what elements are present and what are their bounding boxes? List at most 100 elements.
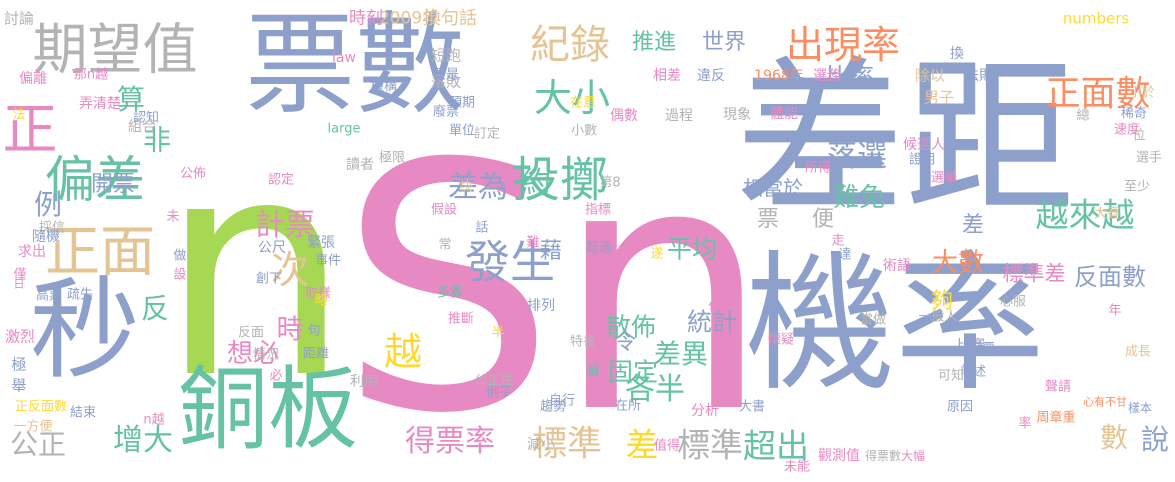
word: 各半 [625, 372, 685, 407]
word: 夠 [930, 289, 954, 314]
word: 落敗 [430, 72, 462, 91]
word: 認定 [267, 172, 295, 188]
word: 開票 [90, 172, 136, 197]
word: 1968年 [754, 68, 804, 84]
word: 隨機 [32, 229, 60, 245]
word: 成長 [1124, 344, 1152, 360]
word: 弄清楚 [79, 96, 121, 112]
word: 聲請 [1044, 379, 1072, 395]
word: 公佈 [179, 166, 207, 182]
word: 分析 [691, 403, 719, 419]
word: 發生 [464, 235, 556, 289]
word: 反面數 [1074, 263, 1146, 291]
word: 排列 [527, 298, 555, 314]
word: 換句話 [423, 8, 477, 29]
word: 違反 [697, 68, 725, 84]
word: 便 [811, 207, 835, 232]
word: 結束 [69, 405, 97, 421]
word: 話 [475, 220, 489, 236]
word: 取樣 [304, 286, 332, 302]
word: 差 [625, 425, 659, 465]
word: 證明 [908, 152, 936, 168]
word: 假設 [430, 202, 458, 218]
word: 差距 [734, 41, 1076, 239]
word: 標準 [677, 425, 743, 465]
word: 大小 [533, 76, 611, 120]
word: 平均 [666, 234, 718, 264]
word: 超過 [585, 240, 613, 256]
word: 越來越 [1035, 195, 1135, 235]
word: 指標 [584, 202, 612, 218]
word: 所得 [804, 160, 832, 176]
word: 必 [269, 368, 283, 384]
word: 那n越 [73, 67, 109, 83]
word: 觀測值 [818, 448, 860, 464]
word: 做 [173, 248, 187, 264]
word: 半 [491, 325, 505, 341]
word: 讀者 [346, 157, 374, 173]
word: 一方便 [13, 419, 53, 435]
word: 採信 [38, 220, 66, 236]
word: 難 [526, 235, 540, 251]
word: 未 [166, 209, 180, 225]
word: 略 [314, 293, 328, 309]
word: 極 [11, 355, 27, 374]
word: 比率 [826, 63, 874, 91]
word: 投票 [968, 341, 996, 357]
word: 得票數 [864, 449, 902, 463]
word: 得票率 [405, 424, 495, 459]
word: 句 [307, 323, 321, 339]
word: 投擲 [511, 152, 609, 208]
word: 秒 [30, 266, 140, 394]
word: 增大 [113, 423, 173, 458]
word: 機構 [370, 79, 398, 95]
word: 小於 [1128, 85, 1156, 101]
word: 算 [116, 83, 146, 116]
word: 低 [708, 299, 722, 315]
word: 過程 [665, 108, 693, 124]
word: 正面 [44, 219, 156, 284]
word: n越 [143, 412, 165, 428]
word: 紀錄 [530, 22, 610, 68]
word: 銅板 [178, 357, 358, 462]
word: 差為 [448, 170, 508, 205]
word: 單位 [448, 123, 476, 139]
word: 距離 [302, 346, 330, 362]
word: 達 [838, 247, 852, 263]
word: 推斷 [447, 311, 475, 327]
word: 超出 [743, 426, 809, 466]
word: 情況 [252, 347, 280, 363]
word: 世界 [701, 30, 747, 55]
word: 可知 [937, 368, 965, 384]
word: 術語 [883, 258, 911, 274]
word: 大幅 [900, 449, 926, 463]
word: 相當於 [743, 176, 803, 200]
word: 選務 [813, 68, 841, 84]
word: 約 [521, 166, 551, 201]
word: 換 [950, 46, 964, 62]
word: 體能 [770, 106, 798, 122]
word: 大書 [738, 399, 766, 415]
word: 差異 [654, 339, 708, 371]
word: 選舉 [930, 170, 958, 186]
word: 短跑 [430, 46, 462, 65]
word: 常 [438, 237, 452, 253]
word: 特書 [569, 334, 597, 350]
word: 多寡 [436, 285, 464, 301]
word: 日 [13, 277, 25, 291]
word: law [332, 50, 356, 66]
word: 懷疑 [767, 332, 795, 348]
word: 比賽 [957, 338, 985, 354]
word: 求出 [18, 244, 46, 260]
word: 廢票 [432, 104, 460, 120]
word: 統計 [686, 307, 738, 337]
word: 候選人 [903, 137, 945, 153]
word: 總 [1076, 108, 1090, 124]
word: 組合 [128, 119, 156, 135]
word: 高票 [35, 288, 63, 304]
word: 男子 [923, 88, 955, 107]
word: 未能 [783, 459, 811, 475]
word: 率 [1018, 416, 1032, 432]
word: 期望值 [32, 17, 198, 82]
